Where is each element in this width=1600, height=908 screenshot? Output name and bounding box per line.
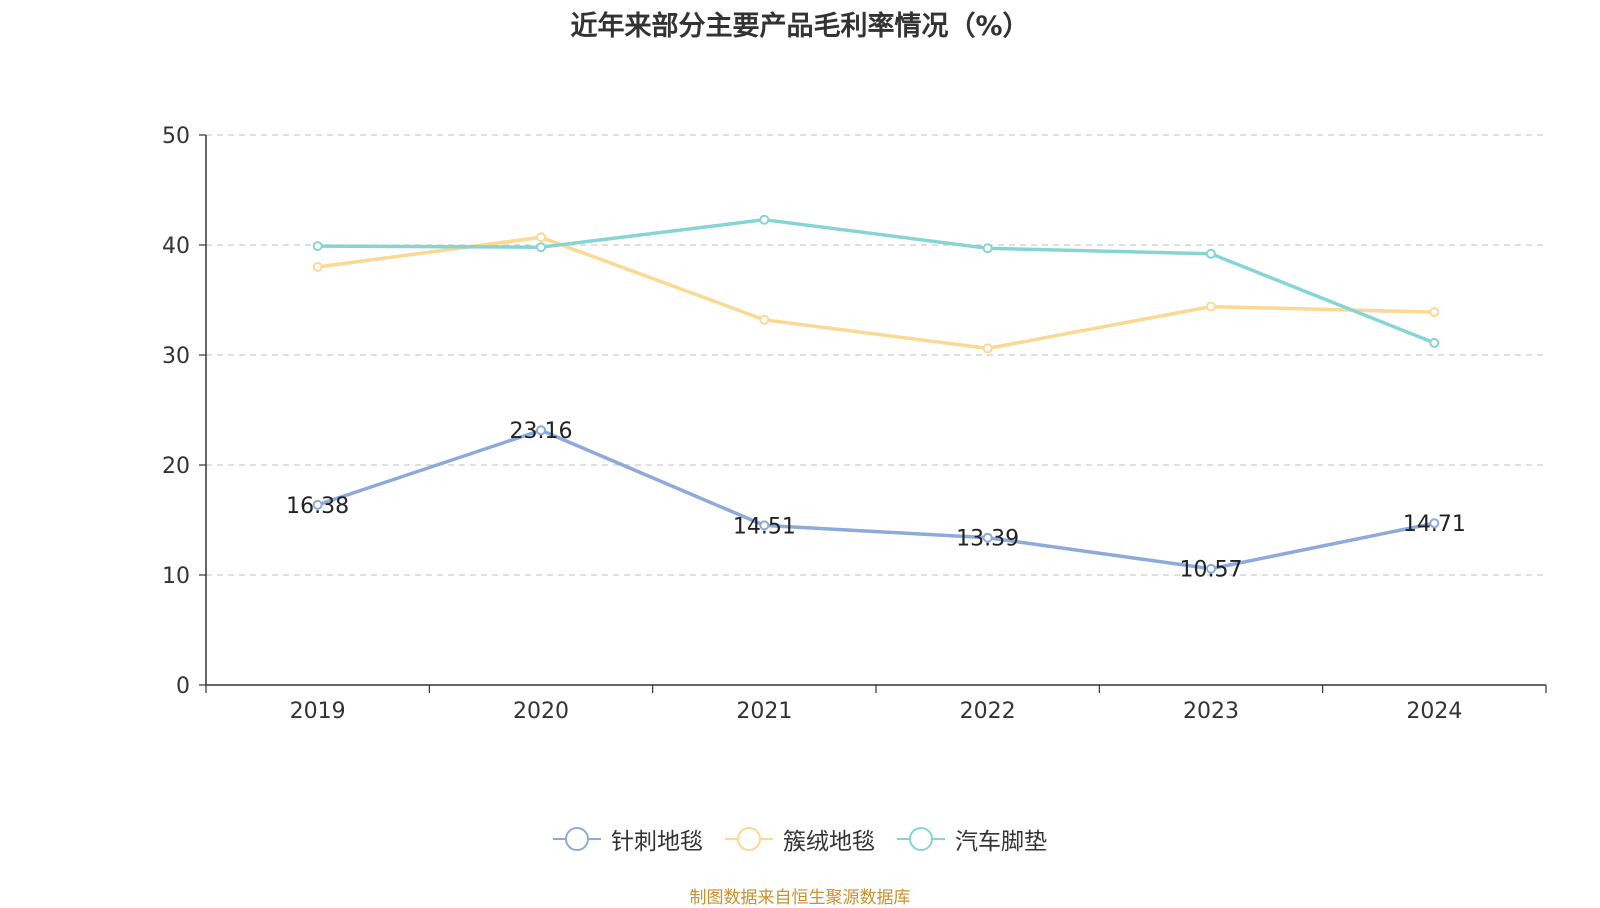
legend-marker-icon [725,827,773,851]
legend-label: 汽车脚垫 [955,829,1047,855]
series-line [317,217,1435,345]
x-tick-label: 2023 [1183,699,1239,724]
data-point [536,232,546,243]
legend-item-series-2[interactable]: 汽车脚垫 [897,822,1047,856]
series-0: 16.38 23.16 14.51 13.39 10.57 14.71 [286,419,1466,582]
chart-legend: 针刺地毯 簇绒地毯 汽车脚垫 [0,822,1600,856]
series-1 [312,232,1440,354]
data-point [759,520,770,531]
legend-item-series-1[interactable]: 簇绒地毯 [725,822,875,856]
x-tick-label: 2019 [290,699,346,724]
data-point [1429,518,1440,529]
data-point [536,242,546,253]
series-line [317,428,1435,571]
y-tick-label: 50 [162,124,190,149]
y-tick-label: 0 [176,674,190,699]
data-point [312,262,323,272]
data-point [536,425,546,436]
data-point [1429,337,1440,348]
source-note: 制图数据来自恒生聚源数据库 [689,888,911,908]
legend-marker-icon [553,827,601,851]
y-tick-label: 20 [162,454,190,479]
x-tick-label: 2024 [1406,699,1462,724]
x-tick-label: 2020 [513,699,569,724]
data-point [1206,301,1216,312]
y-tick-label: 40 [162,234,190,259]
data-point [312,241,323,252]
data-point [759,214,770,225]
legend-label: 针刺地毯 [611,829,703,855]
data-label: 16.38 [286,494,349,519]
data-point [1206,248,1216,259]
data-point [759,314,770,325]
y-tick-label: 10 [162,564,190,589]
data-label: 23.16 [510,419,573,444]
data-label: 14.51 [733,514,796,539]
data-label: 13.39 [956,527,1019,552]
legend-item-series-0[interactable]: 针刺地毯 [553,822,703,856]
data-point [312,499,323,510]
chart-title: 近年来部分主要产品毛利率情况（%） [570,11,1030,42]
data-label: 14.71 [1403,512,1466,537]
data-point [982,243,993,254]
data-point [982,532,993,543]
series-line [317,235,1435,351]
data-point [982,343,993,354]
data-point [1429,307,1440,318]
data-point [1206,563,1216,574]
x-tick-label: 2021 [736,699,792,724]
legend-label: 簇绒地毯 [783,829,875,855]
x-tick-label: 2022 [960,699,1016,724]
data-label: 10.57 [1180,558,1243,583]
series-2 [312,214,1440,348]
y-tick-label: 30 [162,344,190,369]
legend-marker-icon [897,827,945,851]
